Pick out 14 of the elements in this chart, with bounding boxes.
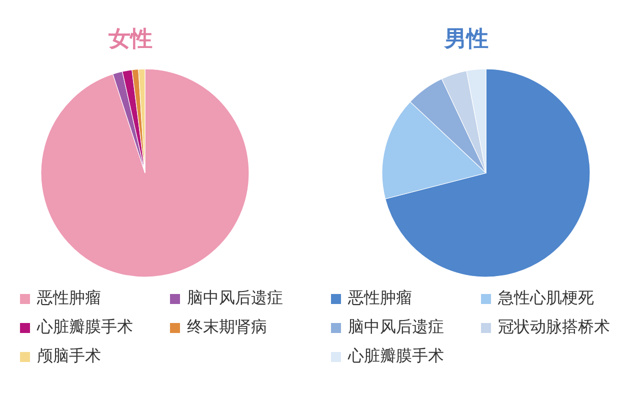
legend-label: 心脏瓣膜手术 [37, 317, 133, 338]
legend-label: 恶性肿瘤 [37, 288, 101, 309]
legend-label: 颅脑手术 [37, 346, 101, 367]
legend-label: 终末期肾病 [187, 317, 267, 338]
pie-slice [384, 68, 590, 278]
chart-title: 女性 [108, 26, 154, 54]
pie-slice [40, 68, 250, 278]
legend-label: 脑中风后遗症 [187, 288, 283, 309]
legend-label: 急性心肌梗死 [498, 288, 594, 309]
legend-label: 心脏瓣膜手术 [348, 346, 444, 367]
legend-label: 脑中风后遗症 [348, 317, 444, 338]
legend-label: 恶性肿瘤 [348, 288, 412, 309]
chart-title: 男性 [443, 26, 490, 54]
legend-label: 冠状动脉搭桥术 [498, 317, 610, 338]
